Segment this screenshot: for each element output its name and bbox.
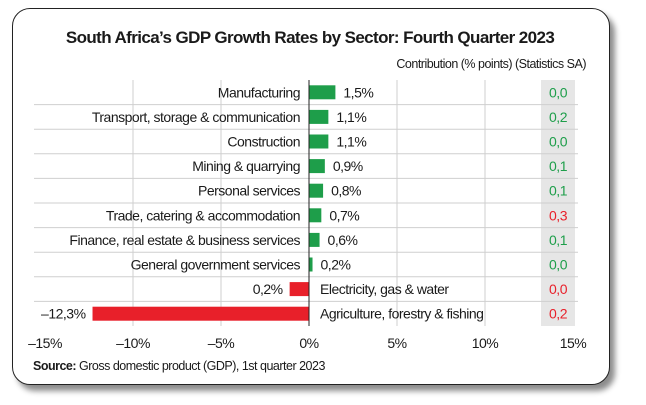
value-label: 0,7% <box>329 207 359 223</box>
source-label: Source: <box>33 359 77 373</box>
value-label: 0,8% <box>331 183 361 199</box>
category-label: Mining & quarrying <box>192 158 300 174</box>
x-tick-label: 10% <box>472 335 499 351</box>
bar-8 <box>309 257 313 272</box>
category-label: Manufacturing <box>218 84 300 100</box>
bar-7 <box>309 232 320 247</box>
contribution-value: 0,1 <box>549 183 568 199</box>
x-tick-label: 0% <box>299 335 318 351</box>
bar-4 <box>309 159 325 174</box>
contribution-value: 0,2 <box>549 306 568 322</box>
x-tick-label: –5% <box>208 335 235 351</box>
category-label: General government services <box>131 257 301 273</box>
contribution-value: 0,0 <box>549 84 568 100</box>
category-label: Trade, catering & accommodation <box>106 207 300 223</box>
category-label: Personal services <box>198 183 300 199</box>
bar-1 <box>309 85 336 100</box>
value-label: 0,9% <box>333 158 363 174</box>
contribution-value: 0,0 <box>549 134 568 150</box>
bar-10 <box>92 306 310 321</box>
bar-2 <box>309 109 329 124</box>
source-note: Source: Gross domestic product (GDP), 1s… <box>33 359 325 373</box>
contribution-value: 0,0 <box>549 281 568 297</box>
category-label: Transport, storage & communication <box>92 109 300 125</box>
category-label: Finance, real estate & business services <box>69 232 300 248</box>
category-label: Construction <box>227 134 300 150</box>
chart-title: South Africa’s GDP Growth Rates by Secto… <box>65 28 555 47</box>
chart-subtitle: Contribution (% points) (Statistics SA) <box>396 57 586 71</box>
value-label: 1,1% <box>336 109 366 125</box>
bar-6 <box>309 208 322 223</box>
contribution-value: 0,2 <box>549 109 568 125</box>
value-label: 0,6% <box>328 232 358 248</box>
x-tick-label: 5% <box>387 335 406 351</box>
bar-9 <box>289 282 309 297</box>
contribution-value: 0,0 <box>549 257 568 273</box>
x-tick-label: 15% <box>560 335 587 351</box>
contribution-value: 0,1 <box>549 158 568 174</box>
category-label: Agriculture, forestry & fishing <box>320 306 483 322</box>
x-tick-label: –15% <box>28 335 62 351</box>
value-label: 1,5% <box>343 84 373 100</box>
bar-3 <box>309 134 329 149</box>
bar-5 <box>309 183 324 198</box>
contribution-value: 0,3 <box>549 207 568 223</box>
value-label: 0,2% <box>321 257 351 273</box>
value-label: 1,1% <box>336 134 366 150</box>
value-label: 0,2% <box>253 281 283 297</box>
x-tick-label: –10% <box>116 335 150 351</box>
value-label: –12,3% <box>41 306 86 322</box>
category-label: Electricity, gas & water <box>320 281 449 297</box>
source-text: Gross domestic product (GDP), 1st quarte… <box>79 359 325 373</box>
contribution-value: 0,1 <box>549 232 568 248</box>
